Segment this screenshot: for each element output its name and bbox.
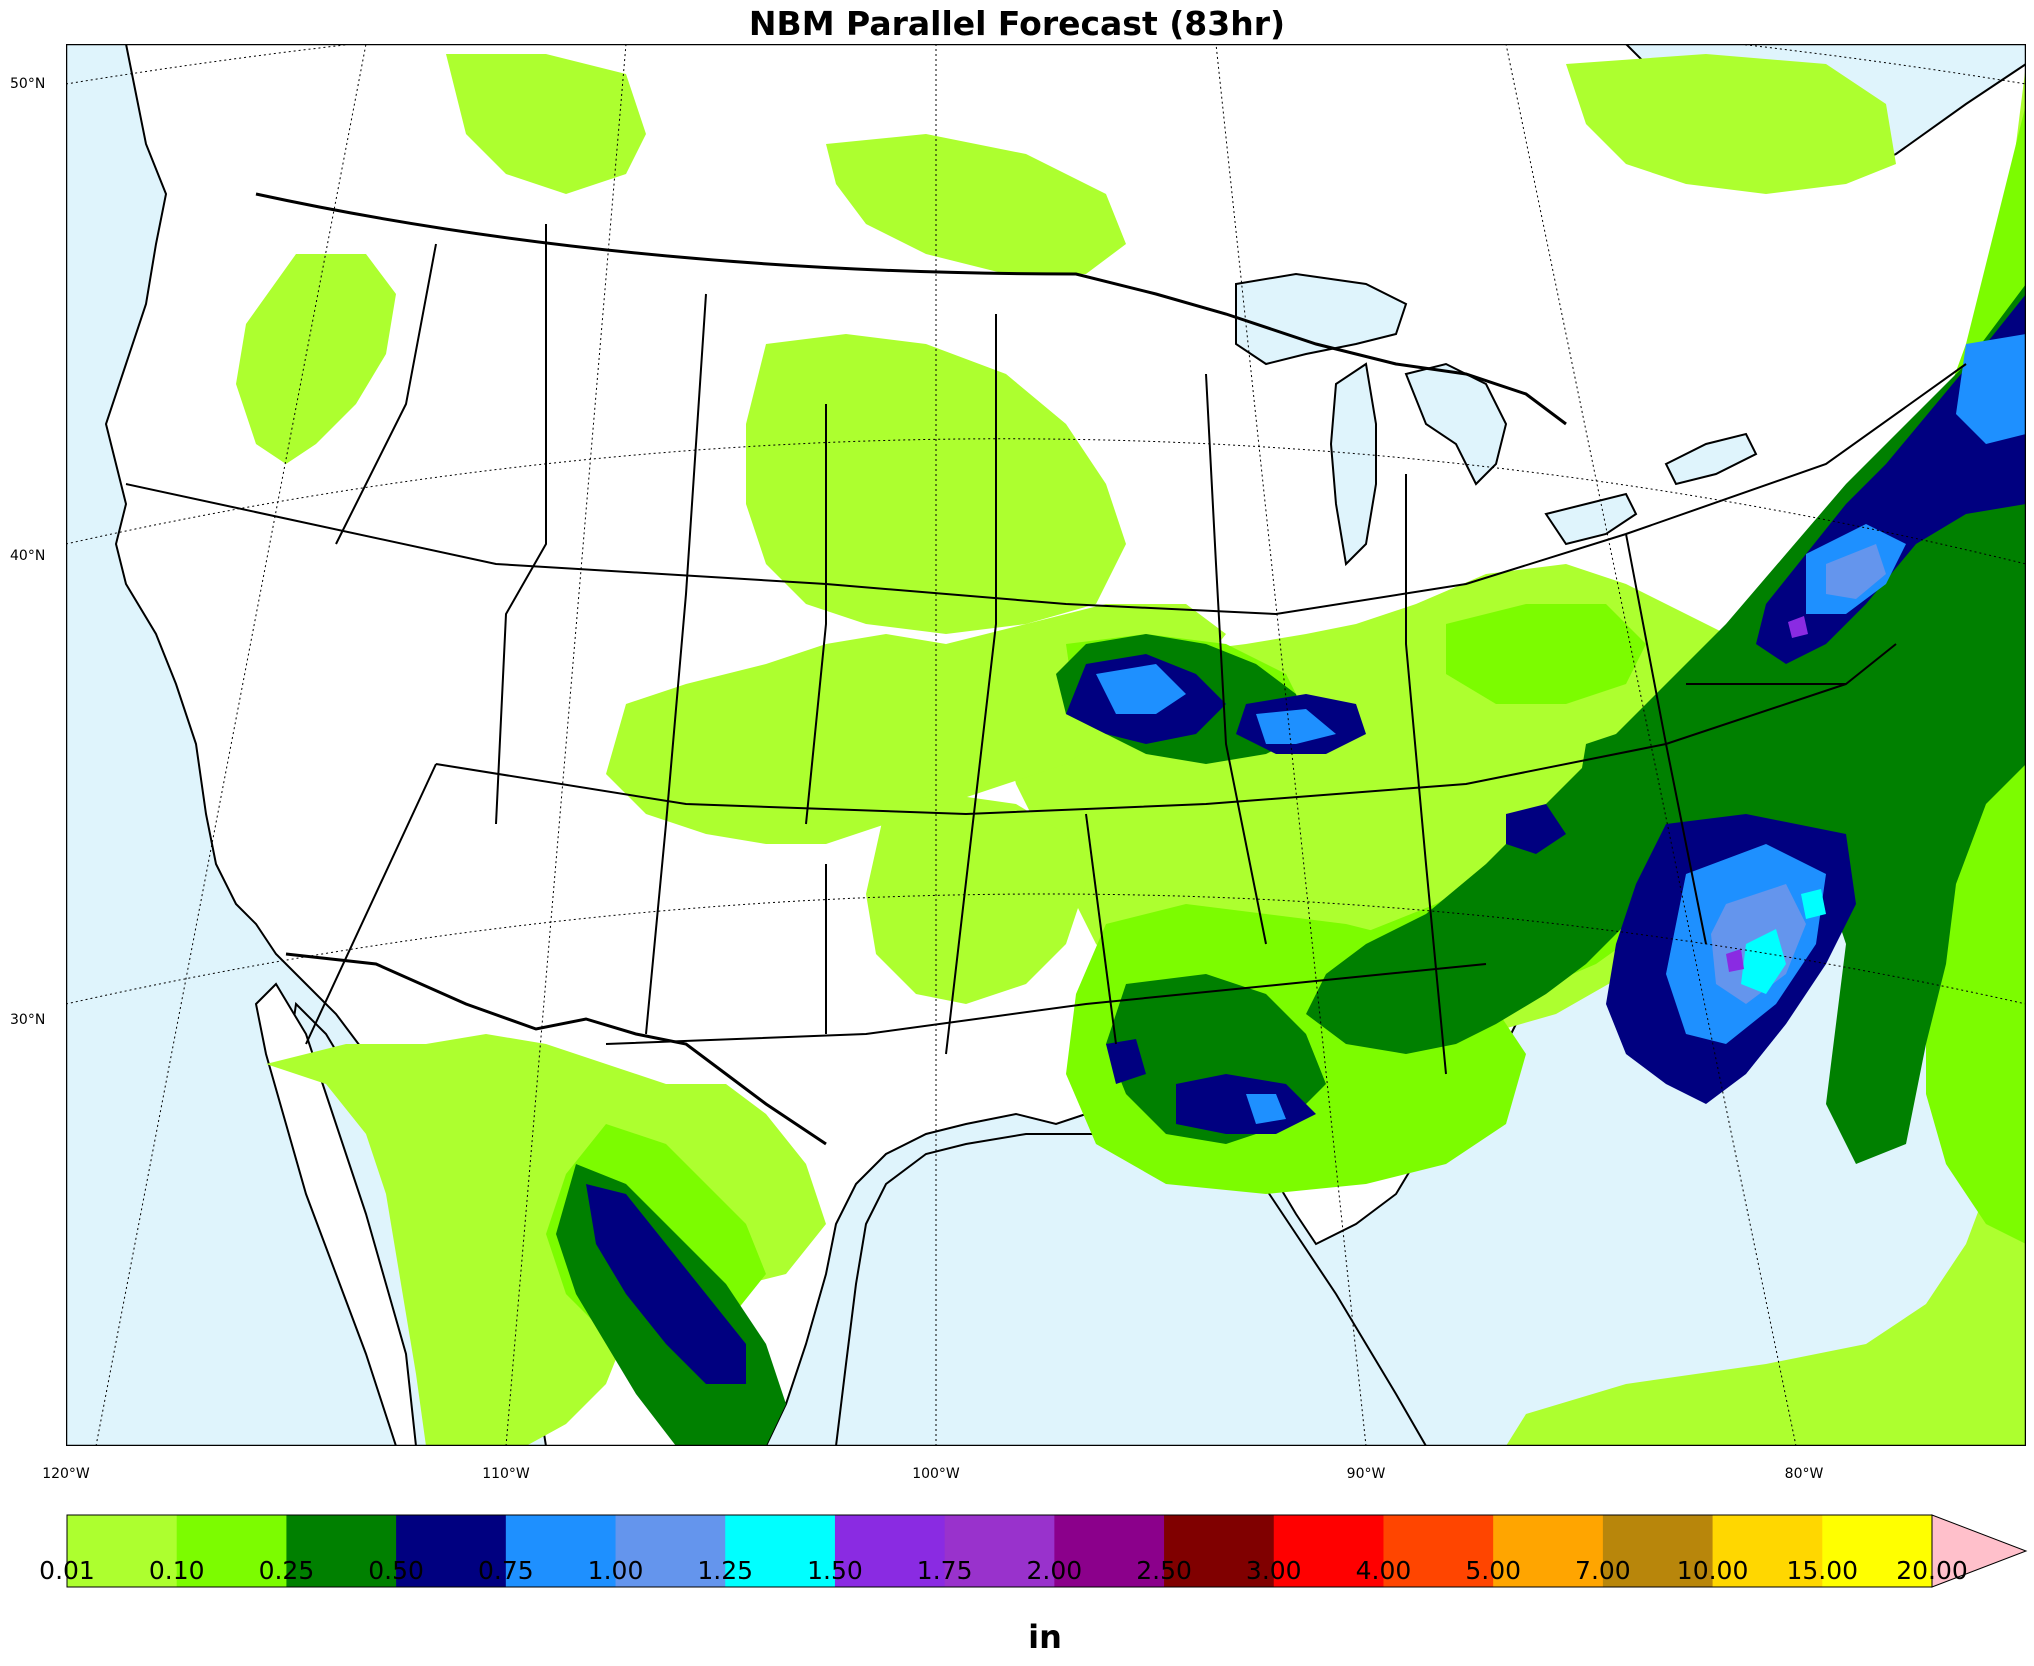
great-lakes [1235,272,1758,567]
colorbar-swatch [1712,1515,1823,1587]
colorbar-tick-label: 2.00 [1026,1556,1083,1585]
colorbar-swatch [1602,1515,1714,1587]
lat-label-30n: 30°N [10,1012,46,1028]
colorbar-tick-label: 20.00 [1896,1556,1968,1585]
colorbar-swatch [1822,1515,1933,1587]
colorbar-swatch [396,1515,507,1587]
graticule [66,44,2026,1446]
lon-label-80w: 80°W [1784,1466,1824,1482]
colorbar-tick-label: 15.00 [1786,1556,1859,1585]
borders [125,192,1967,1146]
colorbar-swatch [1383,1515,1494,1587]
colorbar-tick-label: 3.00 [1245,1556,1302,1585]
colorbar-tick-label: 0.75 [477,1556,534,1585]
colorbar-tick-label: 0.25 [258,1556,315,1585]
colorbar-tick-label: 2.50 [1136,1556,1192,1585]
baja-peninsula [254,982,418,1446]
precip-1.25 [1741,889,1826,994]
colorbar-tick-label: 1.75 [916,1556,973,1585]
precip-0.01 [236,54,2026,1446]
map-title: NBM Parallel Forecast (83hr) [748,4,1286,43]
colorbar-swatches [66,1514,1933,1588]
lon-label-120w: 120°W [42,1466,90,1482]
colorbar-swatch [1493,1515,1604,1587]
colorbar [66,1514,2028,1588]
colorbar-tick-label: 0.01 [39,1556,95,1585]
precipitation-map [66,44,2026,1446]
colorbar-swatch [1054,1515,1165,1587]
colorbar-tick-label: 1.00 [587,1556,644,1585]
colorbar-tick-label: 5.00 [1465,1556,1522,1585]
colorbar-swatch [1273,1515,1384,1587]
colorbar-swatch [67,1515,178,1587]
colorbar-tick-label: 0.50 [368,1556,424,1585]
colorbar-swatch [1164,1515,1275,1587]
lat-label-40n: 40°N [10,548,46,564]
colorbar-unit: in [1028,1618,1062,1656]
colorbar-swatch [725,1515,836,1587]
lon-label-110w: 110°W [482,1466,530,1482]
colorbar-swatch [944,1515,1055,1587]
colorbar-swatch [505,1515,617,1587]
colorbar-swatch [615,1515,726,1587]
colorbar-extend-arrow [1931,1514,2028,1588]
colorbar-swatch [286,1515,397,1587]
precip-1.50 [1726,616,1808,972]
colorbar-tick-label: 10.00 [1676,1556,1749,1585]
colorbar-swatch [834,1515,946,1587]
colorbar-tick-label: 1.25 [697,1556,754,1585]
colorbar-swatch [176,1515,287,1587]
map-canvas [66,44,2026,1446]
colorbar-tick-label: 4.00 [1355,1556,1412,1585]
lon-label-90w: 90°W [1346,1466,1386,1482]
map-frame [66,44,2026,1446]
colorbar-tick-label: 1.50 [807,1556,863,1585]
colorbar-tick-label: 7.00 [1575,1556,1631,1585]
lon-label-100w: 100°W [912,1466,960,1482]
lat-label-50n: 50°N [10,76,46,92]
colorbar-tick-label: 0.10 [148,1556,205,1585]
